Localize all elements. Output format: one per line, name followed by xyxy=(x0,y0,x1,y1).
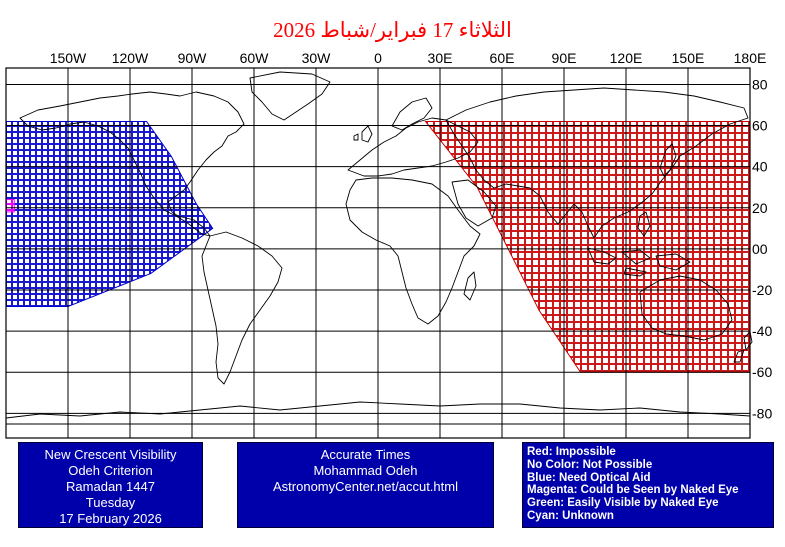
graticule xyxy=(6,68,750,438)
box1-line5: 17 February 2026 xyxy=(59,511,162,526)
latitude-label: 00 xyxy=(752,241,768,257)
world-map: 150W 120W 90W 60W 30W 0 30E 60E 90E 120E 150E 180E … xyxy=(5,50,772,439)
longitude-label: 180E xyxy=(734,50,767,66)
visibility-info-box: New Crescent Visibility Odeh Criterion R… xyxy=(18,442,203,528)
latitude-label: -40 xyxy=(752,323,772,339)
europe-outline xyxy=(347,117,479,177)
australia-outline xyxy=(639,275,733,341)
box2-line3: AstronomyCenter.net/accut.html xyxy=(273,479,458,494)
latitude-label: -80 xyxy=(752,405,772,421)
box1-line3: Ramadan 1447 xyxy=(66,479,155,494)
legend-magenta: Magenta: Could be Seen by Naked Eye xyxy=(527,484,739,497)
box1-line4: Tuesday xyxy=(85,495,136,510)
latitude-label: 80 xyxy=(752,76,768,92)
latitude-label: 60 xyxy=(752,118,768,134)
new-zealand-outline xyxy=(733,331,753,363)
longitude-label: 30W xyxy=(302,50,332,66)
indonesia-outline xyxy=(587,247,691,277)
longitude-label: 30E xyxy=(428,50,453,66)
scandinavia-outline xyxy=(391,97,433,131)
longitude-label: 150E xyxy=(672,50,705,66)
longitude-label: 150W xyxy=(50,50,87,66)
latitude-label: 40 xyxy=(752,159,768,175)
longitude-label: 90E xyxy=(552,50,577,66)
south-america-outline xyxy=(201,231,283,385)
box1-line2: Odeh Criterion xyxy=(68,463,153,478)
legend-cyan: Cyan: Unknown xyxy=(527,509,614,522)
zone-2 xyxy=(5,199,15,213)
latitude-label: 20 xyxy=(752,200,768,216)
zone-0 xyxy=(424,120,751,373)
longitude-label: 120E xyxy=(610,50,643,66)
longitude-labels: 150W 120W 90W 60W 30W 0 30E 60E 90E 120E 150E 180E xyxy=(50,50,767,66)
box2-line1: Accurate Times xyxy=(320,447,411,462)
longitude-label: 60W xyxy=(240,50,270,66)
map-title: الثلاثاء 17 فبراير/شباط 2026 xyxy=(273,18,512,42)
legend-green: Green: Easily Visible by Naked Eye xyxy=(527,497,719,510)
africa-outline xyxy=(345,177,481,325)
legend-none: No Color: Not Possible xyxy=(527,458,653,471)
arabia-outline xyxy=(451,179,497,227)
madagascar-outline xyxy=(463,271,477,301)
philippines-outline xyxy=(637,211,651,237)
accurate-times-box: Accurate Times Mohammad Odeh AstronomyCe… xyxy=(237,442,494,528)
map-frame xyxy=(5,67,751,439)
legend-red: Red: Impossible xyxy=(527,446,616,458)
latitude-label: -20 xyxy=(752,282,772,298)
latitude-label: -60 xyxy=(752,364,772,380)
north-america-outline xyxy=(19,91,245,237)
longitude-label: 60E xyxy=(490,50,515,66)
longitude-label: 120W xyxy=(112,50,149,66)
color-legend-box: Red: Impossible No Color: Not Possible B… xyxy=(522,442,774,528)
box2-line2: Mohammad Odeh xyxy=(313,463,418,478)
box1-line1: New Crescent Visibility xyxy=(44,447,177,462)
zone-1 xyxy=(5,120,214,307)
longitude-label: 0 xyxy=(374,50,382,66)
japan-outline xyxy=(659,143,677,177)
longitude-label: 90W xyxy=(178,50,208,66)
greenland-outline xyxy=(249,71,331,121)
latitude-labels: 80 60 40 20 00 -20 -40 -60 -80 xyxy=(752,76,772,421)
british-isles-outline xyxy=(353,125,373,143)
legend-blue: Blue: Need Optical Aid xyxy=(527,471,651,484)
